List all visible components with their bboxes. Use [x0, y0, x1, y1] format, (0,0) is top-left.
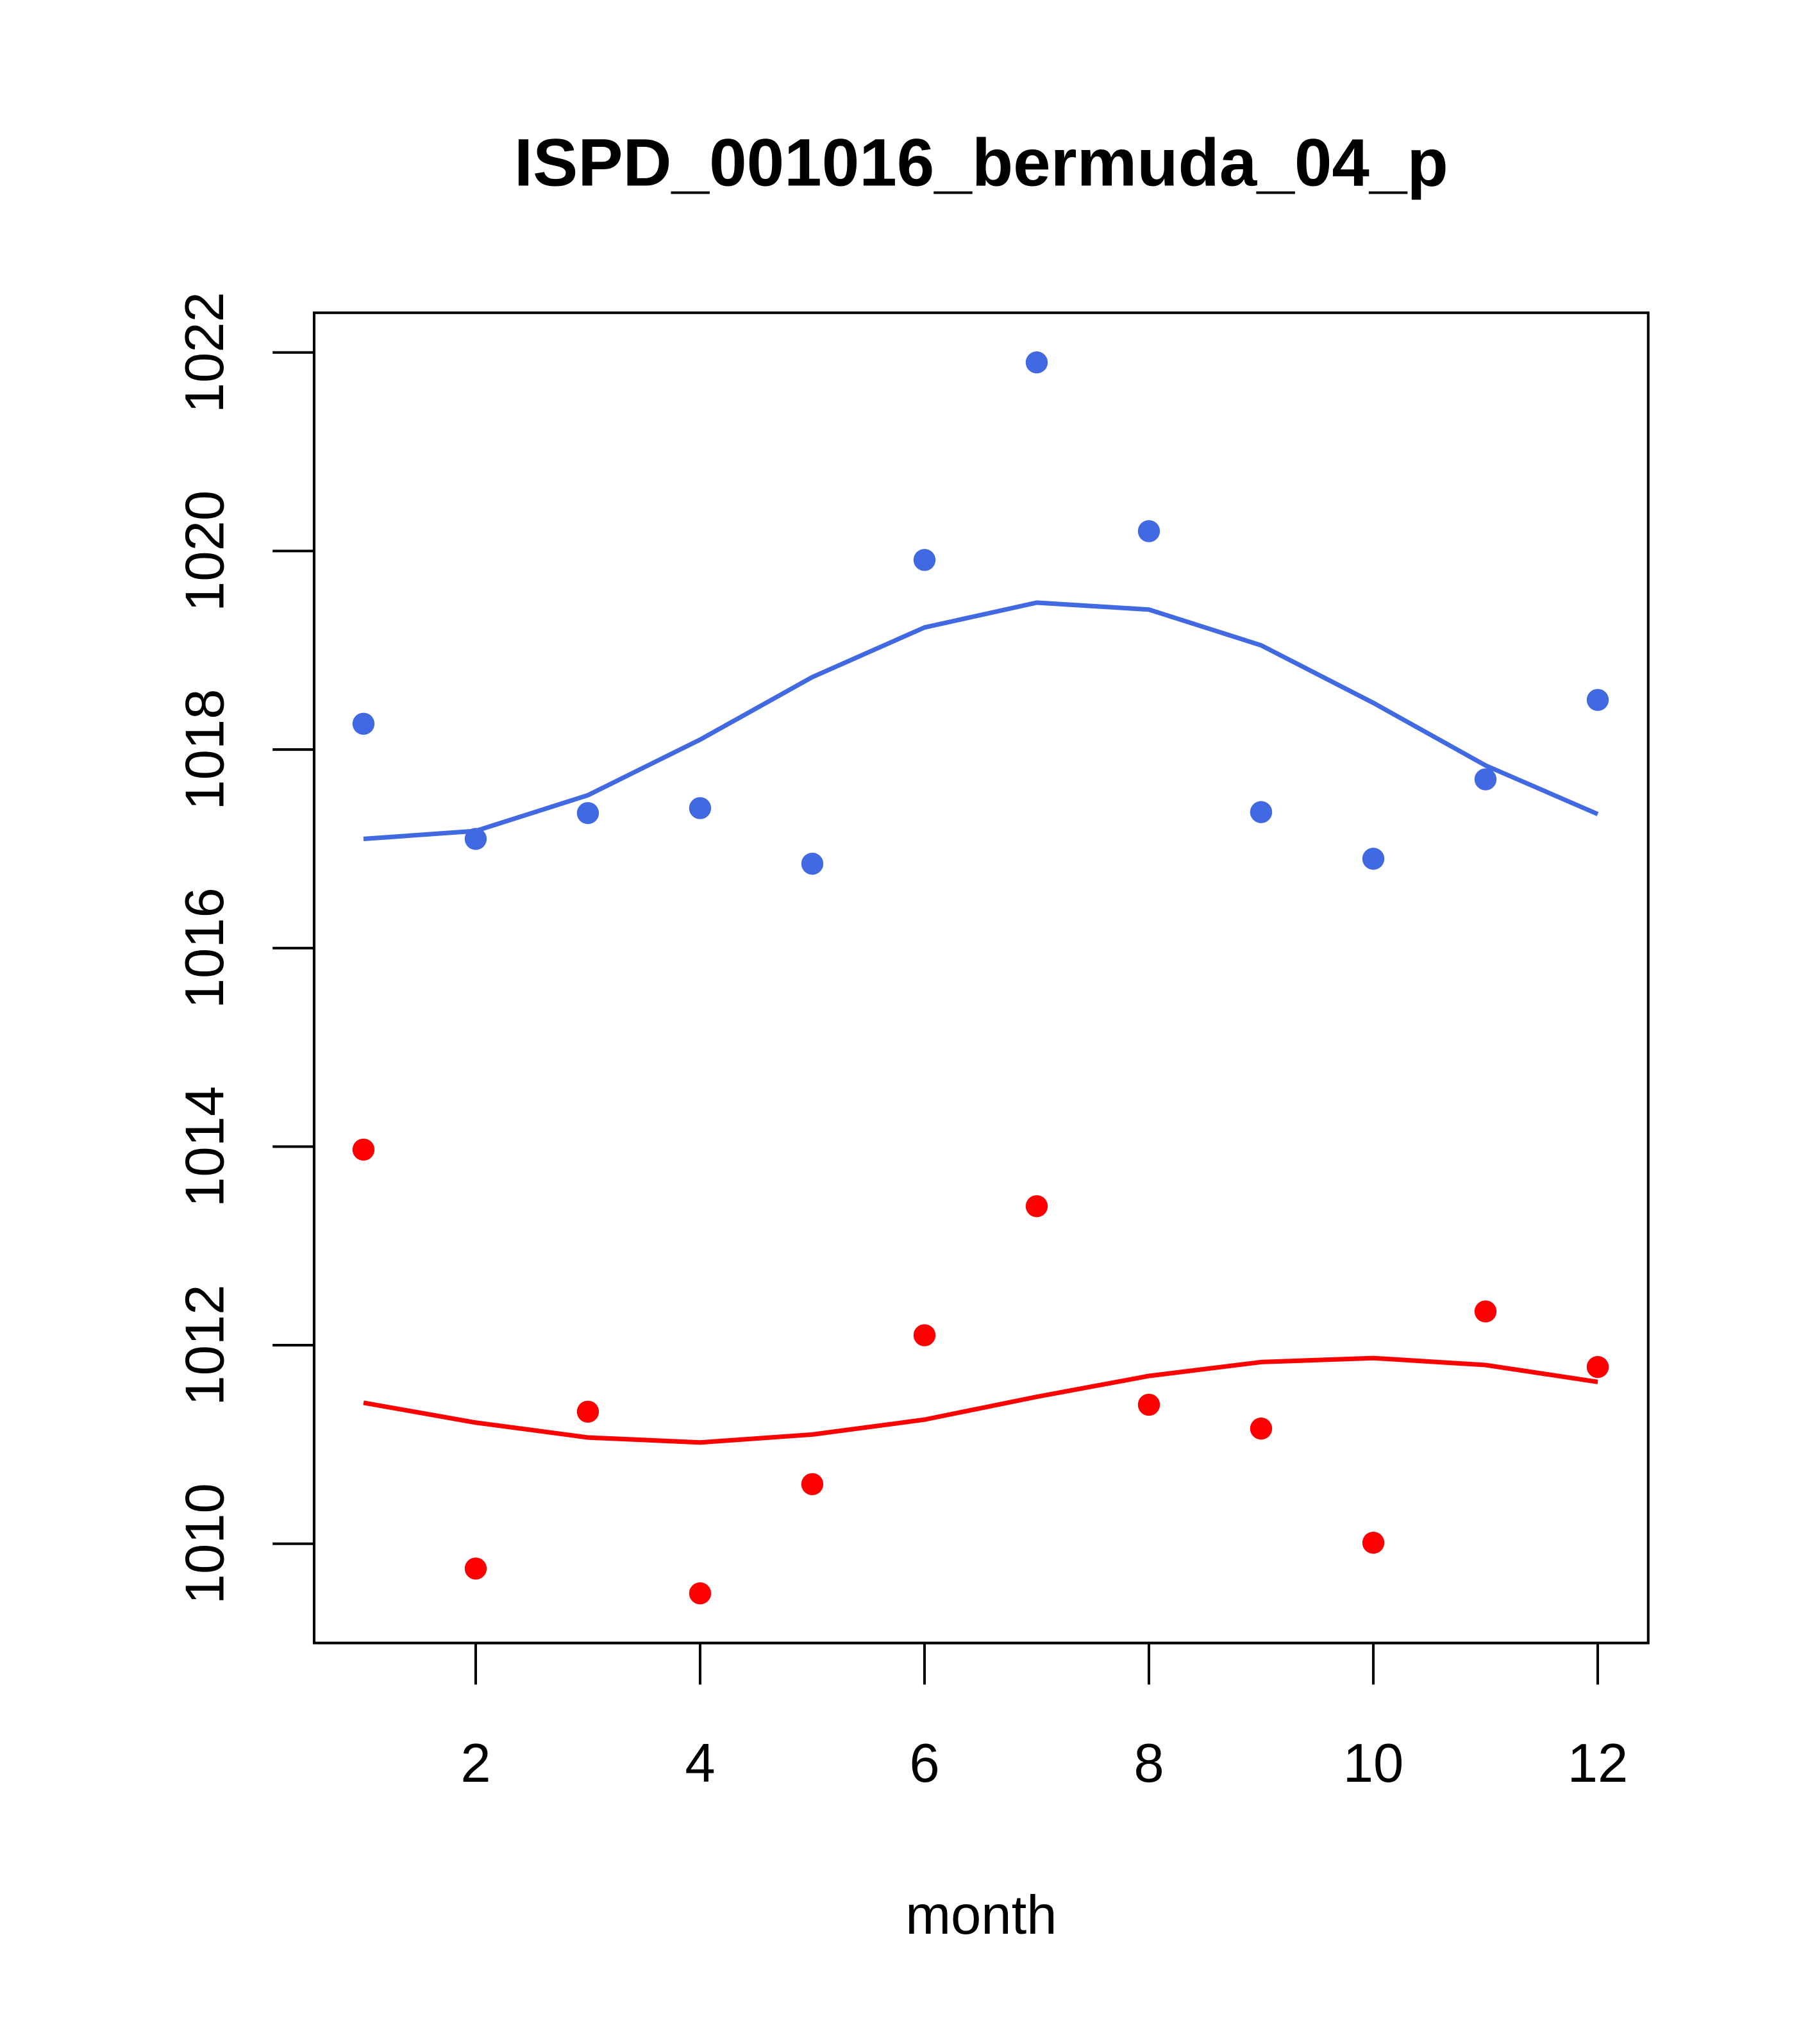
- x-axis-label: month: [905, 1885, 1057, 1946]
- y-tick-label: 1020: [174, 490, 235, 612]
- blue-point: [1586, 689, 1609, 711]
- blue-point: [1137, 520, 1160, 542]
- x-axis: 2 4 6 8 10 12: [460, 1641, 1629, 1794]
- y-tick-label: 1018: [174, 689, 235, 810]
- x-tick-label: 6: [909, 1733, 939, 1794]
- blue-point: [913, 549, 936, 571]
- y-axis: 1010 1012 1014 1016 1018 1020 1022: [174, 292, 315, 1604]
- blue-point: [1025, 351, 1048, 374]
- red-point: [1586, 1355, 1609, 1378]
- x-tick-label: 12: [1568, 1733, 1629, 1794]
- red-point: [1362, 1531, 1385, 1554]
- red-point: [576, 1400, 599, 1423]
- y-tick-label: 1014: [174, 1086, 235, 1207]
- x-tick-label: 8: [1134, 1733, 1164, 1794]
- chart-title: ISPD_001016_bermuda_04_p: [514, 125, 1448, 200]
- blue-point: [689, 797, 712, 819]
- blue-point: [1474, 768, 1497, 791]
- red-point: [1250, 1417, 1273, 1440]
- y-tick-label: 1012: [174, 1285, 235, 1406]
- x-tick-label: 2: [460, 1733, 490, 1794]
- blue-point: [576, 801, 599, 825]
- red-smooth-line: [363, 1355, 1598, 1445]
- blue-point: [1362, 848, 1385, 870]
- blue-smooth-line: [363, 600, 1599, 841]
- red-point: [1474, 1300, 1497, 1323]
- red-point: [352, 1138, 375, 1161]
- red-point: [801, 1473, 824, 1496]
- y-tick-label: 1010: [174, 1483, 235, 1604]
- plot-marks: [352, 351, 1609, 1605]
- x-tick-label: 4: [685, 1733, 715, 1794]
- red-point: [1025, 1195, 1048, 1218]
- blue-point: [352, 712, 375, 735]
- red-point: [689, 1582, 712, 1605]
- blue-point: [801, 852, 824, 875]
- red-point: [464, 1557, 487, 1580]
- x-tick-label: 10: [1343, 1733, 1404, 1794]
- red-point: [1137, 1393, 1160, 1416]
- red-point: [913, 1324, 936, 1346]
- y-tick-label: 1022: [174, 292, 235, 413]
- blue-point: [1250, 801, 1273, 823]
- plot-frame: [312, 311, 1650, 1645]
- y-tick-label: 1016: [174, 887, 235, 1009]
